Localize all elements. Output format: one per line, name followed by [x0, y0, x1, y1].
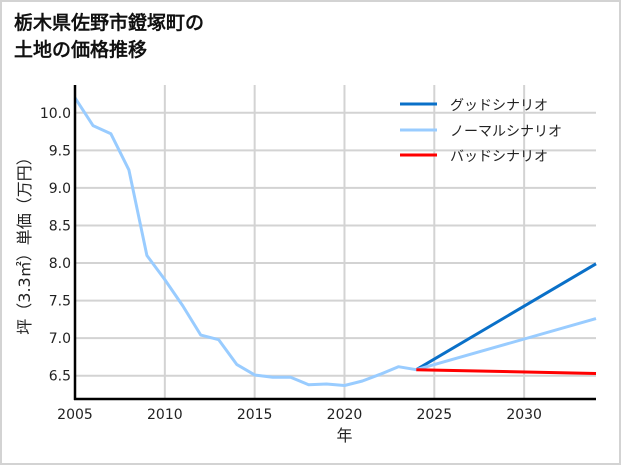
y-tick-label: 6.5	[49, 369, 71, 385]
y-tick-label: 8.5	[49, 218, 71, 234]
y-tick-label: 9.5	[49, 143, 71, 159]
y-tick-label: 9.0	[49, 181, 71, 197]
legend-label-0: グッドシナリオ	[450, 98, 548, 114]
legend-label-2: バッドシナリオ	[450, 149, 548, 165]
x-tick-label: 2030	[506, 407, 542, 423]
y-tick-label: 10.0	[40, 106, 71, 122]
y-tick-label: 7.5	[49, 294, 71, 310]
x-tick-label: 2025	[416, 407, 452, 423]
legend-label-1: ノーマルシナリオ	[450, 124, 562, 140]
series-line-0	[415, 262, 597, 371]
y-tick-label: 8.0	[49, 256, 71, 272]
y-tick-label: 7.0	[49, 331, 71, 347]
x-tick-label: 2010	[147, 407, 183, 423]
chart-title: 栃木県佐野市鐙塚町の 土地の価格推移	[14, 12, 205, 61]
x-tick-label: 2015	[237, 407, 273, 423]
series-line-1	[73, 96, 597, 387]
x-axis-label: 年	[336, 426, 352, 445]
x-tick-label: 2020	[327, 407, 363, 423]
series-line-2	[416, 368, 597, 375]
x-tick-label: 2005	[57, 407, 93, 423]
y-axis-label: 坪（3.3㎡）単価（万円）	[15, 149, 34, 334]
